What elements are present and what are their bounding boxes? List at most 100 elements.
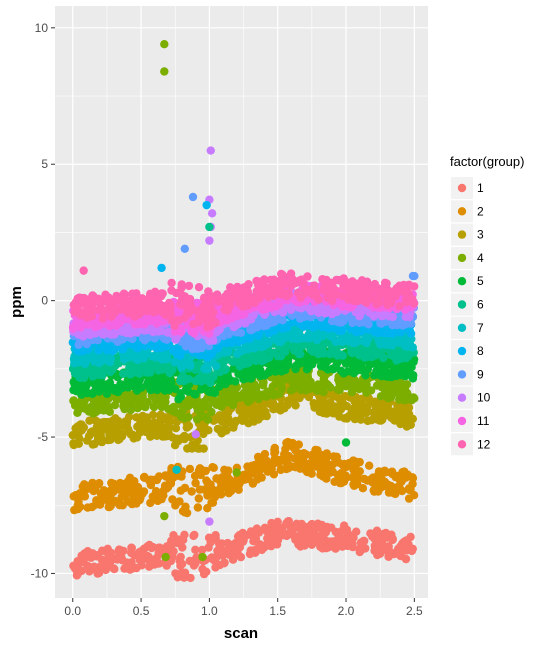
data-point	[199, 293, 209, 302]
data-point	[360, 353, 369, 362]
data-point	[211, 563, 220, 572]
data-point	[275, 336, 284, 345]
data-point	[120, 404, 129, 414]
data-point	[136, 414, 145, 424]
data-point	[357, 394, 367, 403]
data-point	[321, 356, 331, 365]
data-point	[395, 317, 404, 326]
data-point	[377, 349, 386, 358]
data-point	[322, 522, 332, 532]
data-point	[383, 335, 392, 344]
series-2	[69, 437, 419, 518]
data-point	[209, 463, 218, 472]
data-point	[208, 336, 218, 345]
data-point	[78, 381, 87, 390]
data-point	[184, 281, 194, 291]
data-point	[269, 361, 278, 371]
data-point	[343, 367, 353, 376]
data-point	[236, 328, 246, 337]
data-point	[128, 564, 137, 573]
data-point	[202, 316, 211, 325]
data-point	[262, 526, 271, 536]
data-point	[349, 465, 358, 474]
data-point	[174, 394, 183, 404]
data-point	[280, 347, 290, 356]
data-point	[262, 392, 271, 401]
data-point	[113, 395, 122, 404]
data-point	[177, 472, 186, 481]
data-point	[251, 356, 260, 366]
data-point	[239, 416, 248, 425]
data-point	[396, 389, 406, 398]
data-point	[358, 383, 367, 393]
data-point	[395, 395, 404, 404]
data-point	[146, 432, 155, 441]
data-point	[388, 312, 397, 322]
data-point	[128, 379, 137, 388]
data-point	[301, 450, 311, 459]
data-point	[248, 382, 258, 391]
data-point	[68, 431, 78, 440]
data-point	[220, 465, 229, 474]
data-point	[201, 466, 210, 476]
data-point	[231, 394, 241, 404]
data-point	[322, 474, 331, 483]
data-point	[167, 383, 176, 392]
data-point	[216, 484, 225, 493]
data-point	[129, 434, 138, 443]
data-point	[176, 561, 185, 570]
data-point	[110, 344, 119, 353]
data-point	[127, 484, 137, 493]
series-12	[69, 269, 419, 332]
data-point	[339, 477, 349, 486]
data-point	[189, 531, 198, 541]
data-point	[316, 463, 325, 473]
data-point	[257, 342, 266, 352]
data-point	[317, 405, 326, 414]
data-point	[224, 408, 233, 417]
data-point	[351, 383, 361, 393]
data-point	[407, 363, 416, 372]
data-point	[74, 497, 83, 506]
data-point	[380, 389, 390, 398]
data-point	[361, 371, 370, 380]
data-point	[349, 405, 358, 414]
data-point	[203, 415, 213, 424]
data-point	[176, 486, 185, 495]
data-point	[358, 484, 368, 493]
data-point	[396, 377, 405, 387]
data-point	[133, 422, 142, 431]
data-point	[143, 417, 153, 426]
data-point	[105, 358, 115, 367]
data-point	[182, 298, 191, 307]
data-point	[77, 420, 86, 429]
data-point	[325, 402, 334, 411]
data-point	[243, 397, 253, 407]
data-point	[238, 345, 248, 354]
data-point	[121, 490, 130, 499]
data-point	[380, 545, 390, 554]
data-point	[245, 334, 254, 344]
data-point	[203, 504, 212, 513]
data-point	[160, 429, 169, 438]
data-point	[223, 355, 232, 364]
data-point	[314, 349, 323, 359]
data-point	[92, 496, 101, 505]
data-point	[145, 562, 154, 571]
data-point	[391, 489, 400, 499]
data-point	[199, 397, 208, 407]
data-point	[351, 457, 360, 466]
data-point	[160, 394, 169, 404]
data-point	[180, 530, 189, 539]
data-point	[239, 335, 248, 344]
data-point	[157, 372, 167, 382]
data-point	[124, 308, 133, 318]
data-point	[114, 485, 123, 494]
data-point	[307, 307, 316, 316]
data-point	[250, 298, 259, 308]
data-point	[176, 552, 185, 562]
data-point	[332, 275, 341, 285]
data-point	[291, 344, 301, 353]
data-point	[264, 293, 273, 302]
data-point	[407, 371, 416, 380]
